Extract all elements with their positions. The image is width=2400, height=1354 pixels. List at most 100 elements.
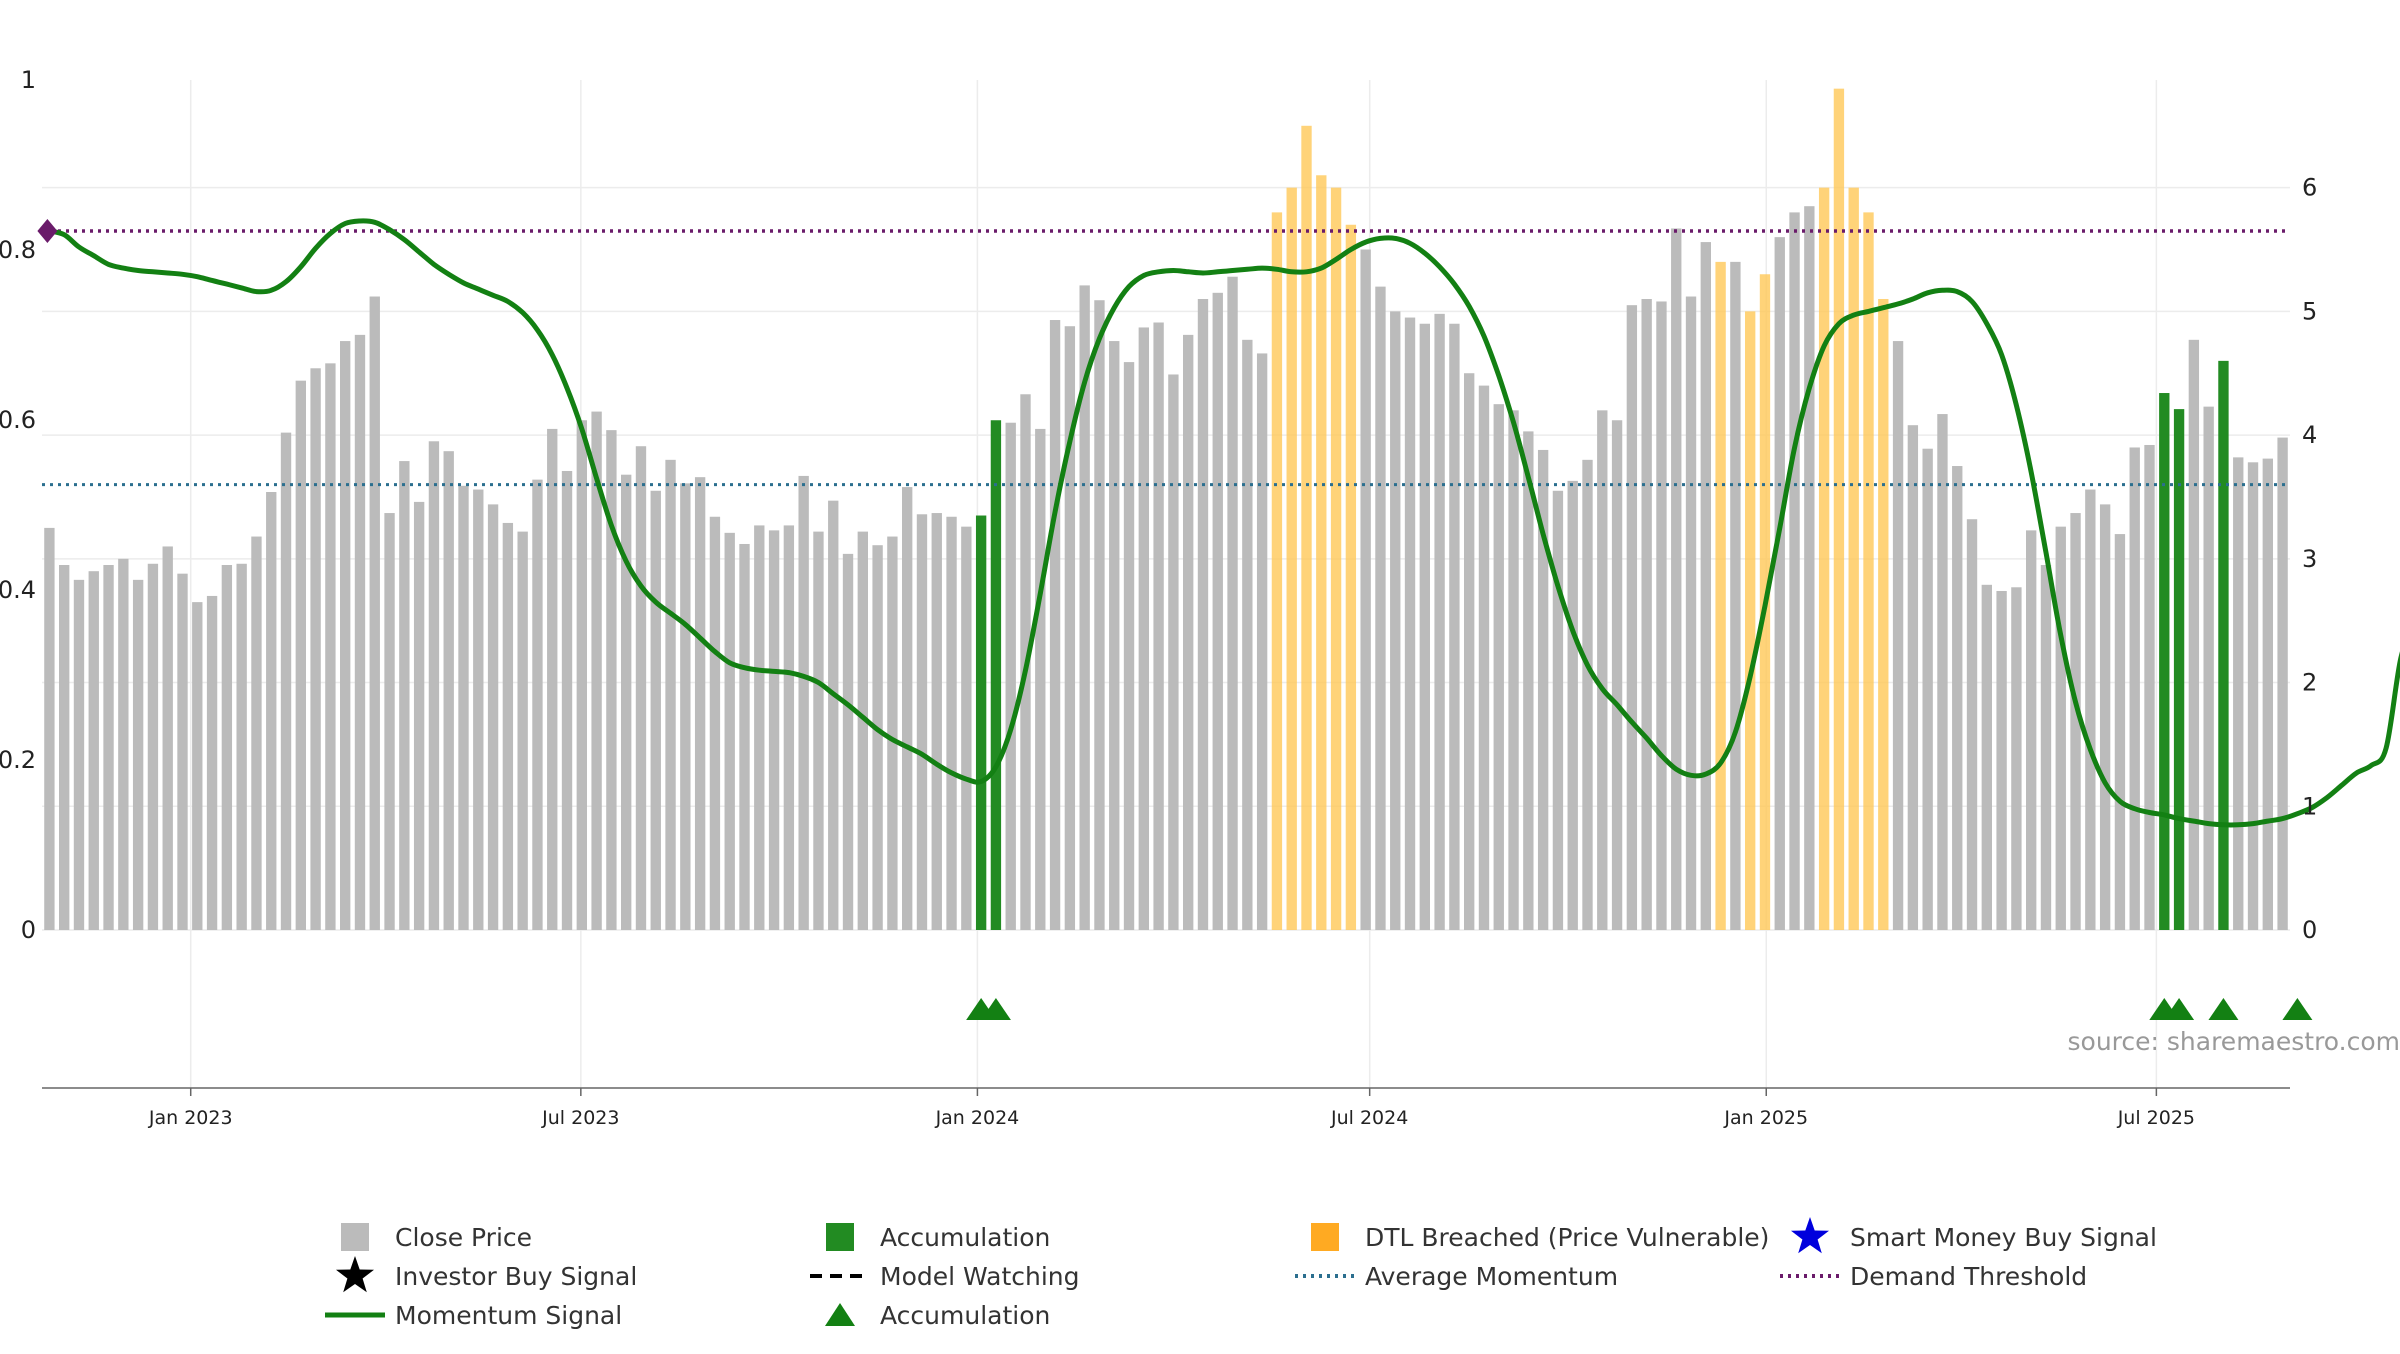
close-price-bar xyxy=(517,532,527,930)
close-price-bar xyxy=(1553,491,1563,930)
right-tick-label: 2 xyxy=(2302,669,2317,697)
close-price-bar xyxy=(665,460,675,930)
close-price-bar xyxy=(1050,320,1060,930)
legend-item-demand-threshold: Demand Threshold xyxy=(1780,1262,2087,1291)
close-price-bar xyxy=(340,341,350,930)
close-price-bar xyxy=(163,546,173,930)
right-tick-label: 0 xyxy=(2302,916,2317,944)
legend-label: Accumulation xyxy=(880,1301,1050,1330)
close-price-bar xyxy=(399,461,409,930)
accumulation-bar xyxy=(976,516,986,930)
dtl-breached-bar xyxy=(1316,175,1326,930)
close-price-bar xyxy=(1198,299,1208,930)
close-price-bar xyxy=(1789,212,1799,930)
close-price-bar xyxy=(296,381,306,930)
close-price-bar xyxy=(1449,324,1459,930)
close-price-bar xyxy=(1360,250,1370,930)
close-price-bar xyxy=(769,530,779,930)
dtl-breached-bar xyxy=(1272,212,1282,930)
accumulation-marker xyxy=(2282,998,2312,1020)
close-price-bar xyxy=(488,504,498,930)
close-price-bar xyxy=(310,368,320,930)
close-price-bar xyxy=(1686,297,1696,930)
close-price-bar xyxy=(651,491,661,930)
x-tick-label: Jan 2024 xyxy=(935,1107,1020,1129)
close-price-bar xyxy=(1494,404,1504,930)
dtl-breached-bar xyxy=(1863,212,1873,930)
close-price-bar xyxy=(1213,293,1223,930)
left-tick-label: 0.6 xyxy=(0,406,36,434)
legend-label: Smart Money Buy Signal xyxy=(1850,1223,2157,1252)
dtl-breached-bar xyxy=(1834,89,1844,930)
legend-label: Average Momentum xyxy=(1365,1262,1618,1291)
legend-star-icon xyxy=(336,1256,374,1292)
close-price-bar xyxy=(2041,565,2051,930)
close-price-bar xyxy=(251,537,261,930)
close-price-bar xyxy=(1227,277,1237,930)
legend-item-accumulation-marker: Accumulation xyxy=(825,1301,1050,1330)
close-price-bar xyxy=(2085,490,2095,930)
accumulation-bar xyxy=(2159,393,2169,930)
close-price-bar xyxy=(2277,438,2287,930)
close-price-bar xyxy=(680,483,690,930)
legend-label: Demand Threshold xyxy=(1850,1262,2087,1291)
legend-item-momentum: Momentum Signal xyxy=(325,1301,622,1330)
dtl-breached-bar xyxy=(1745,311,1755,930)
legend-label: Momentum Signal xyxy=(395,1301,622,1330)
close-price-bar xyxy=(503,523,513,930)
close-price-bar xyxy=(370,297,380,930)
close-price-bar xyxy=(1139,327,1149,930)
close-price-bar xyxy=(429,441,439,930)
close-price-bar xyxy=(1242,340,1252,930)
close-price-bar xyxy=(89,571,99,930)
close-price-bar xyxy=(2011,587,2021,930)
dtl-breached-bar xyxy=(1301,126,1311,930)
close-price-bar xyxy=(1996,591,2006,930)
close-price-bar xyxy=(1701,242,1711,930)
close-price-bar xyxy=(754,525,764,930)
close-price-bar xyxy=(207,596,217,930)
bars-layer xyxy=(44,89,2288,930)
close-price-bar xyxy=(902,487,912,930)
close-price-bar xyxy=(621,475,631,930)
close-price-bar xyxy=(2233,457,2243,930)
legend-label: Model Watching xyxy=(880,1262,1080,1291)
dtl-breached-bar xyxy=(1849,188,1859,930)
legend-star-icon xyxy=(1791,1217,1829,1253)
close-price-bar xyxy=(606,430,616,930)
close-price-bar xyxy=(1908,425,1918,930)
legend-label: Accumulation xyxy=(880,1223,1050,1252)
accumulation-bar xyxy=(2174,409,2184,930)
close-price-bar xyxy=(74,580,84,930)
close-price-bar xyxy=(1641,299,1651,930)
close-price-bar xyxy=(1730,262,1740,930)
close-price-bar xyxy=(725,533,735,930)
legend-label: Close Price xyxy=(395,1223,532,1252)
close-price-bar xyxy=(1523,431,1533,930)
x-tick-label: Jul 2025 xyxy=(2117,1107,2195,1129)
legend-item-investor-buy: Investor Buy Signal xyxy=(336,1256,637,1292)
close-price-bar xyxy=(961,527,971,930)
close-price-bar xyxy=(843,554,853,930)
left-tick-label: 0.8 xyxy=(0,236,36,264)
close-price-bar xyxy=(148,564,158,930)
close-price-bar xyxy=(1390,311,1400,930)
close-price-bar xyxy=(1405,318,1415,930)
close-price-bar xyxy=(59,565,69,930)
close-price-bar xyxy=(1982,585,1992,930)
close-price-bar xyxy=(1257,353,1267,930)
right-tick-label: 5 xyxy=(2302,297,2317,325)
close-price-bar xyxy=(739,544,749,930)
accumulation-bar xyxy=(2218,361,2228,930)
close-price-bar xyxy=(444,451,454,930)
x-tick-label: Jul 2023 xyxy=(541,1107,619,1129)
close-price-bar xyxy=(1183,335,1193,930)
close-price-bar xyxy=(281,433,291,930)
close-price-bar xyxy=(2248,462,2258,930)
legend-item-accumulation-bar: Accumulation xyxy=(826,1223,1050,1252)
legend-square-icon xyxy=(341,1223,369,1251)
dtl-breached-bar xyxy=(1878,299,1888,930)
